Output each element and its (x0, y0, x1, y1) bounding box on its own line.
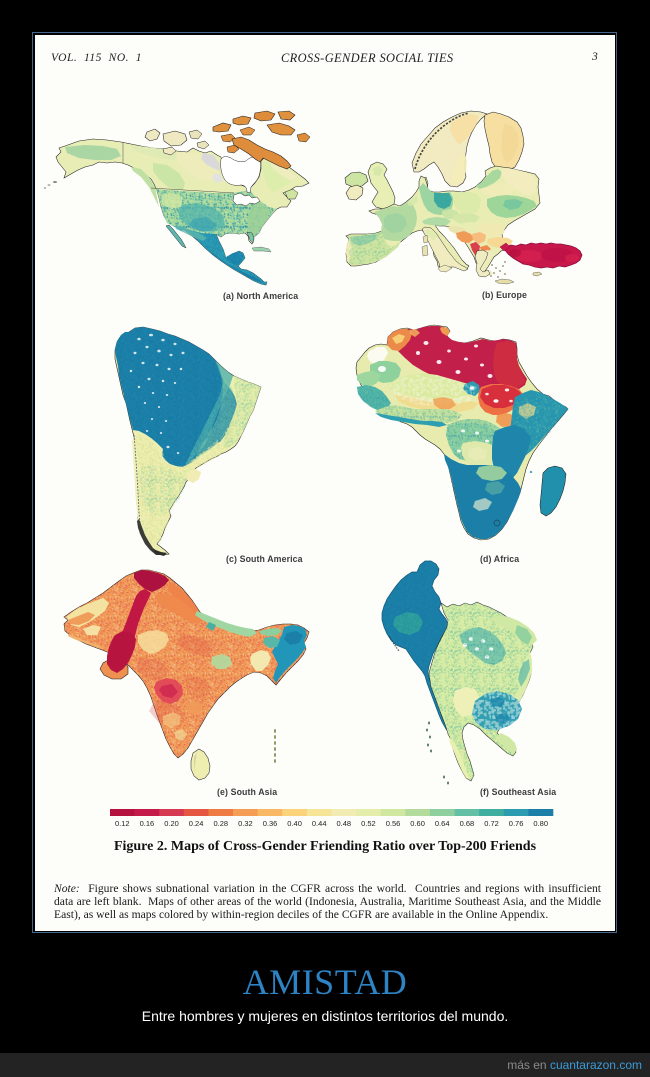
svg-text:0.28: 0.28 (213, 819, 228, 828)
svg-text:0.32: 0.32 (238, 819, 253, 828)
svg-text:0.80: 0.80 (533, 819, 548, 828)
svg-text:0.76: 0.76 (509, 819, 524, 828)
svg-text:0.72: 0.72 (484, 819, 499, 828)
svg-text:0.44: 0.44 (312, 819, 327, 828)
svg-text:0.20: 0.20 (164, 819, 179, 828)
svg-text:0.16: 0.16 (140, 819, 155, 828)
svg-text:0.56: 0.56 (386, 819, 401, 828)
svg-text:0.48: 0.48 (336, 819, 351, 828)
svg-text:0.40: 0.40 (287, 819, 302, 828)
svg-text:0.24: 0.24 (189, 819, 204, 828)
svg-text:0.12: 0.12 (115, 819, 130, 828)
svg-text:0.36: 0.36 (263, 819, 278, 828)
svg-text:0.60: 0.60 (410, 819, 425, 828)
svg-text:0.68: 0.68 (460, 819, 475, 828)
svg-text:0.64: 0.64 (435, 819, 450, 828)
svg-text:0.52: 0.52 (361, 819, 376, 828)
